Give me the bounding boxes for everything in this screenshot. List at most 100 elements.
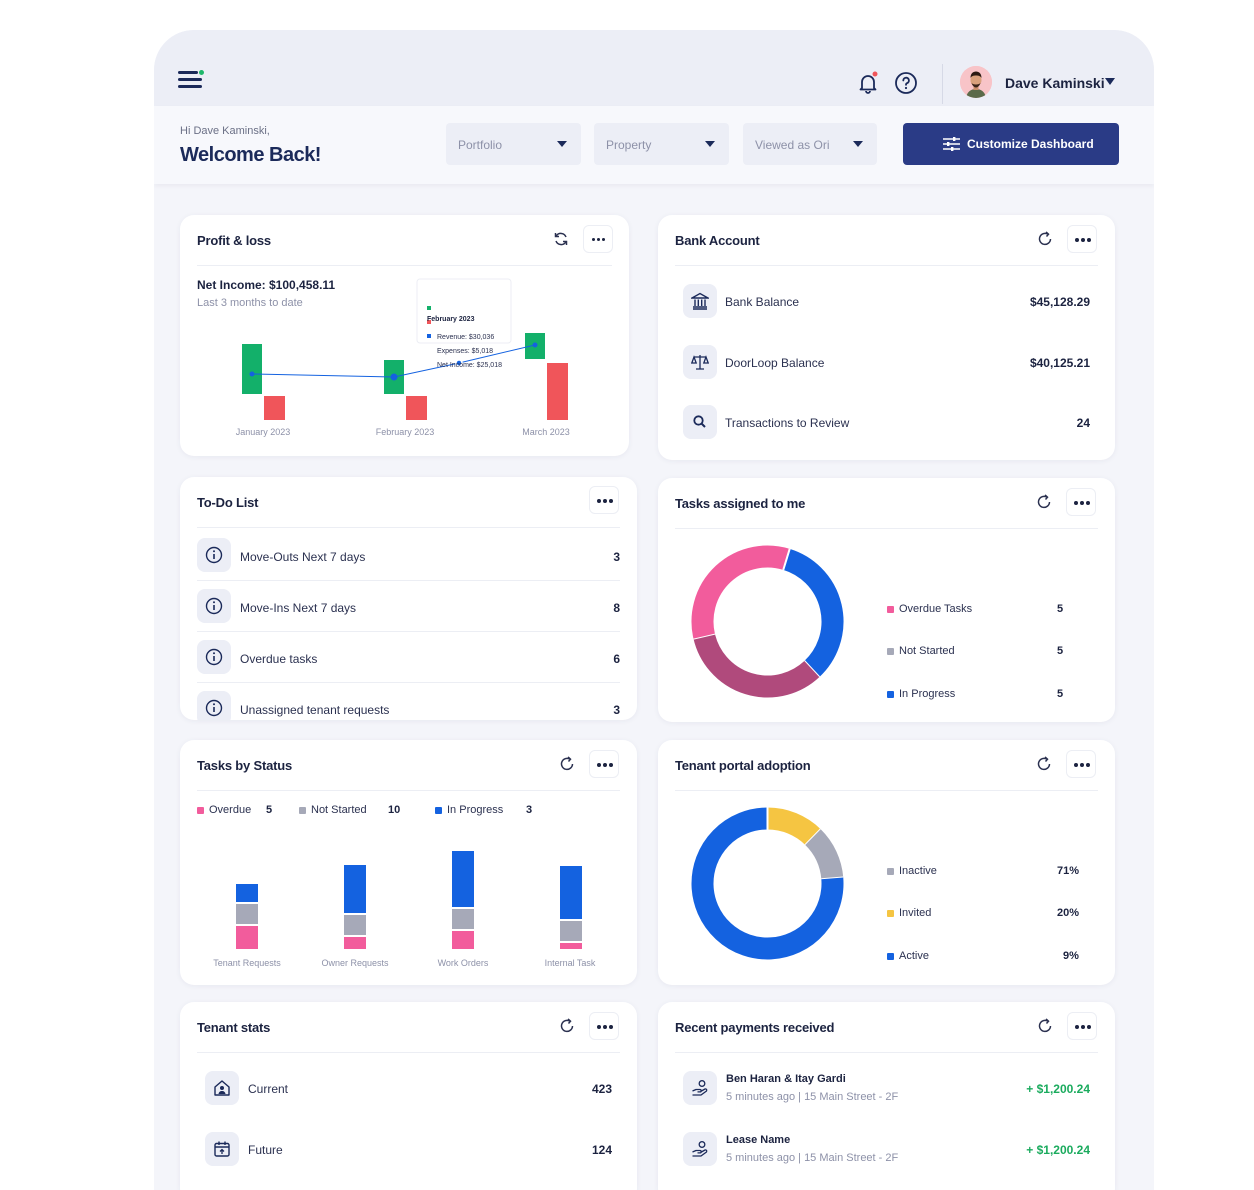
refresh-icon[interactable] [1037, 1018, 1053, 1034]
divider [675, 528, 1098, 529]
refresh-icon[interactable] [559, 756, 575, 772]
bar-revenue-jan[interactable] [242, 344, 262, 394]
divider [197, 527, 620, 528]
more-options-button[interactable] [1067, 225, 1097, 253]
x-tick-label: March 2023 [522, 427, 570, 437]
scale-icon [683, 345, 717, 379]
bar-overdue[interactable] [560, 943, 582, 949]
tasks-by-status-card: Tasks by Status Overdue 5 Not Started 10… [180, 740, 637, 985]
more-options-button[interactable] [1067, 1012, 1097, 1040]
viewed-as-select-value: Viewed as Ori [755, 138, 830, 152]
bar-overdue[interactable] [452, 931, 474, 949]
chevron-down-icon[interactable] [1105, 78, 1115, 85]
tooltip-net: Net Income: $25,018 [437, 362, 502, 369]
refresh-icon[interactable] [1036, 756, 1052, 772]
tooltip-revenue: Revenue: $30,036 [437, 334, 495, 341]
tenant-stat-label[interactable]: Future [248, 1143, 283, 1157]
customize-dashboard-button[interactable]: Customize Dashboard [903, 123, 1119, 165]
bar-in-progress[interactable] [236, 884, 258, 902]
todo-item-count: 6 [613, 652, 620, 666]
donut-slice-overdue[interactable] [691, 545, 790, 639]
tasks-donut-chart [691, 545, 844, 698]
info-icon [197, 589, 231, 623]
refresh-icon[interactable] [559, 1018, 575, 1034]
bar-in-progress[interactable] [560, 866, 582, 919]
donut-slice-invited[interactable] [767, 807, 821, 846]
sliders-icon [943, 137, 960, 151]
legend-label: Not Started [311, 804, 367, 816]
bar-in-progress[interactable] [344, 865, 366, 913]
search-icon [683, 405, 717, 439]
more-options-button[interactable] [589, 486, 619, 514]
legend-net [427, 334, 431, 338]
bar-overdue[interactable] [344, 937, 366, 949]
legend-swatch-invited [887, 910, 894, 917]
card-title: Recent payments received [675, 1020, 835, 1035]
tenant-stat-label[interactable]: Current [248, 1082, 289, 1096]
donut-slice-not-started[interactable] [693, 633, 820, 698]
viewed-as-select[interactable]: Viewed as Ori [743, 123, 877, 165]
help-icon[interactable] [894, 71, 918, 95]
refresh-icon[interactable] [553, 231, 569, 247]
payment-name[interactable]: Lease Name [726, 1134, 791, 1146]
divider [197, 631, 620, 632]
more-options-button[interactable] [589, 1012, 619, 1040]
more-options-button[interactable] [1066, 488, 1096, 516]
tooltip-expenses: Expenses: $5,018 [437, 348, 494, 355]
bar-not-started[interactable] [236, 904, 258, 924]
transactions-review-value: 24 [1076, 416, 1090, 430]
legend-expenses [427, 320, 431, 324]
todo-item-label[interactable]: Move-Outs Next 7 days [240, 550, 366, 564]
payment-name[interactable]: Ben Haran & Itay Gardi [726, 1073, 846, 1085]
hand-coin-icon [683, 1071, 717, 1105]
point-net-hover[interactable] [455, 359, 463, 367]
more-options-button[interactable] [1066, 750, 1096, 778]
doorloop-balance-label: DoorLoop Balance [725, 356, 825, 370]
bar-not-started[interactable] [452, 909, 474, 929]
donut-gap [782, 548, 791, 571]
payment-amount: + $1,200.24 [1026, 1082, 1090, 1096]
portal-donut-chart [691, 807, 844, 960]
donut-slice-inactive[interactable] [804, 829, 844, 880]
refresh-icon[interactable] [1037, 231, 1053, 247]
hand-coin-icon [683, 1132, 717, 1166]
point-net-mar[interactable] [532, 342, 538, 348]
bar-expenses-jan[interactable] [264, 396, 285, 420]
transactions-review-label[interactable]: Transactions to Review [725, 416, 850, 430]
recent-payments-card: Recent payments received Ben Haran & Ita… [658, 1002, 1115, 1190]
caret-down-icon [557, 141, 567, 147]
divider [197, 790, 620, 791]
point-net-feb[interactable] [390, 373, 398, 381]
point-net-jan[interactable] [249, 371, 255, 377]
refresh-icon[interactable] [1036, 494, 1052, 510]
portfolio-select[interactable]: Portfolio [446, 123, 581, 165]
calendar-icon [205, 1132, 239, 1166]
bar-not-started[interactable] [344, 915, 366, 935]
tenant-stat-value: 423 [591, 1082, 612, 1096]
caret-down-icon [853, 141, 863, 147]
property-select[interactable]: Property [594, 123, 729, 165]
bar-not-started[interactable] [560, 921, 582, 941]
bar-expenses-feb[interactable] [406, 396, 427, 420]
bar-overdue[interactable] [236, 926, 258, 949]
bank-account-card: Bank Account Bank Balance $45,128.29 Doo… [658, 215, 1115, 460]
avatar[interactable] [960, 66, 992, 98]
divider [675, 1052, 1098, 1053]
notification-bell-icon[interactable] [856, 71, 880, 95]
divider [675, 790, 1098, 791]
bar-expenses-mar[interactable] [547, 363, 568, 420]
home-user-icon [205, 1071, 239, 1105]
menu-icon[interactable] [178, 70, 204, 91]
more-options-button[interactable] [589, 750, 619, 778]
todo-item-label[interactable]: Move-Ins Next 7 days [240, 601, 357, 615]
todo-item-label[interactable]: Unassigned tenant requests [240, 703, 390, 717]
tooltip [416, 278, 512, 344]
divider [675, 265, 1098, 266]
bar-in-progress[interactable] [452, 851, 474, 907]
todo-item-label[interactable]: Overdue tasks [240, 652, 318, 666]
more-options-button[interactable] [583, 225, 613, 253]
donut-slice-active[interactable] [691, 807, 844, 960]
user-name[interactable]: Dave Kaminski [1005, 75, 1105, 91]
x-tick-label: February 2023 [375, 427, 435, 437]
donut-slice-in-progress[interactable] [782, 548, 844, 678]
